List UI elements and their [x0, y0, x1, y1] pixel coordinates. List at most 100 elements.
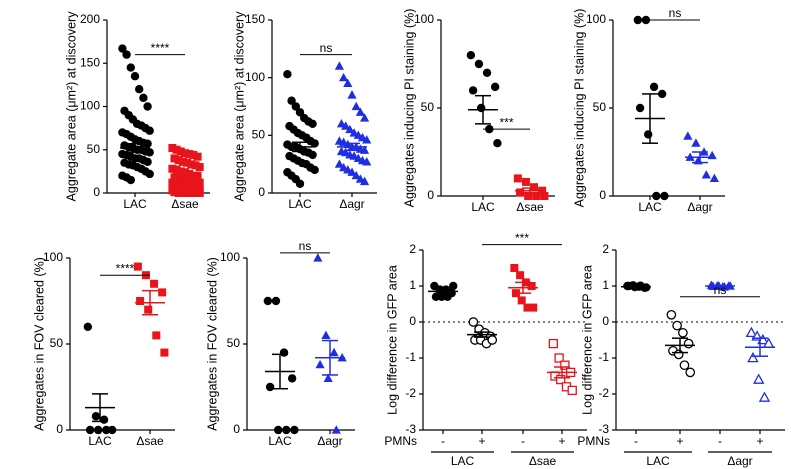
data-point: [310, 139, 319, 148]
data-point: [641, 15, 651, 25]
data-point: [513, 174, 522, 183]
y-tick-label: 2: [409, 242, 416, 256]
data-point: [633, 15, 643, 25]
data-point: [122, 50, 131, 59]
y-tick-label: -1: [598, 350, 609, 364]
data-point: [527, 282, 536, 290]
data-point: [185, 150, 194, 159]
data-point: [189, 171, 198, 180]
y-tick-label: 50: [227, 336, 241, 350]
data-point: [701, 170, 711, 179]
panel: -3 -2 -1 0 1 2 Log difference in GFP area - + - + P…: [384, 231, 587, 468]
data-point: [168, 164, 177, 173]
significance-label: ns: [714, 283, 727, 297]
data-point: [343, 78, 353, 88]
data-point: [466, 51, 476, 60]
data-point: [158, 288, 167, 297]
y-tick-label: 0: [599, 188, 606, 202]
data-point: [265, 382, 275, 392]
y-tick-label: 150: [245, 12, 265, 26]
data-point: [339, 72, 349, 82]
y-tick-label: 100: [414, 12, 434, 26]
x-tick-label: LAC: [288, 197, 312, 211]
y-tick-label: -2: [405, 386, 416, 400]
data-point: [431, 292, 441, 301]
data-point: [263, 296, 273, 306]
data-point: [85, 425, 95, 435]
y-tick-label: 100: [43, 250, 63, 264]
data-point: [477, 103, 486, 113]
data-point: [178, 157, 187, 166]
data-point: [532, 192, 541, 200]
data-point: [191, 177, 200, 186]
data-point: [145, 148, 154, 157]
data-point: [143, 102, 152, 111]
y-axis-label: Log difference in GFP area: [580, 265, 594, 415]
x-axis-label: PMNs: [384, 434, 417, 448]
x-tick-label: -: [521, 434, 525, 448]
data-point: [679, 360, 690, 371]
data-point: [195, 189, 204, 197]
data-point: [351, 170, 361, 180]
x-tick-label: Δsae: [171, 197, 199, 211]
x-tick-label: +: [676, 434, 683, 448]
data-point: [102, 425, 111, 435]
data-point: [652, 191, 661, 201]
y-axis-label: Aggregate area (μm²) at discovery: [232, 11, 246, 202]
data-point: [678, 327, 688, 338]
data-point: [174, 156, 183, 165]
data-point: [360, 145, 370, 154]
data-point: [747, 351, 759, 363]
data-point: [172, 145, 181, 154]
y-tick-label: -3: [405, 422, 416, 436]
y-tick-label: 0: [233, 422, 240, 436]
y-axis-label: Log difference in GFP area: [385, 265, 399, 415]
data-point: [644, 130, 653, 139]
data-point: [355, 107, 365, 116]
y-tick-label: -1: [405, 350, 416, 364]
data-point: [99, 415, 109, 424]
y-tick-label: -3: [598, 422, 609, 436]
data-point: [143, 139, 152, 148]
y-tick-label: 2: [602, 242, 609, 256]
y-tick-label: 0: [602, 314, 609, 328]
y-tick-label: 100: [245, 70, 265, 84]
data-point: [187, 189, 196, 197]
data-point: [287, 96, 296, 105]
data-point: [516, 271, 525, 280]
data-point: [315, 359, 325, 369]
data-point: [176, 167, 185, 176]
x-tick-label: LAC: [268, 434, 292, 448]
data-point: [709, 173, 719, 182]
y-tick-label: 100: [80, 99, 100, 113]
data-point: [279, 348, 289, 357]
y-tick-label: 50: [50, 336, 64, 350]
data-point: [567, 385, 577, 396]
x-tick-label: Δagr: [317, 434, 342, 448]
data-point: [185, 169, 194, 178]
data-point: [660, 191, 669, 201]
data-point: [183, 158, 192, 167]
group-label: Δsae: [529, 454, 557, 468]
data-point: [321, 330, 331, 339]
data-point: [437, 292, 446, 301]
data-point: [181, 168, 189, 177]
data-point: [170, 154, 179, 163]
y-tick-label: 1: [409, 278, 416, 292]
data-point: [554, 353, 564, 363]
data-point: [524, 192, 533, 200]
y-axis-label: Aggregates inducing PI staining (%): [402, 9, 416, 208]
data-point: [334, 159, 344, 168]
data-point: [178, 175, 187, 184]
data-point: [521, 177, 530, 186]
y-axis-label: Aggregates in FOV cleared (%): [205, 257, 219, 431]
data-point: [150, 279, 159, 288]
data-point: [351, 101, 361, 111]
group-label: LAC: [646, 454, 670, 468]
data-point: [144, 305, 153, 314]
data-point: [490, 82, 500, 92]
